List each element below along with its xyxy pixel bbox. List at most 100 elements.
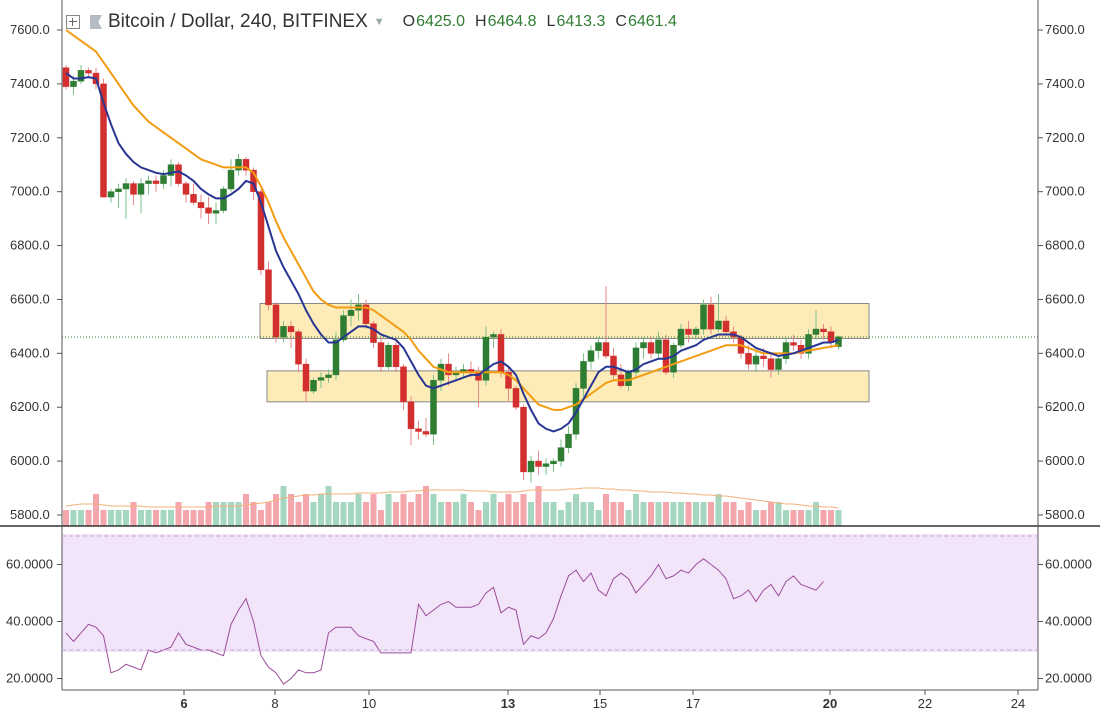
axes-layer: 7600.0 7600.0 7400.0 7400.0 7200.0 7200.0 7000… xyxy=(6,22,1092,711)
volume-bar xyxy=(768,502,774,526)
volume-bar xyxy=(370,494,377,526)
volume-bar xyxy=(235,502,242,526)
candle-body xyxy=(715,320,722,330)
candle-body xyxy=(295,331,302,365)
candle-body xyxy=(100,83,107,198)
price-tick-label-left: 6200.0 xyxy=(10,399,50,414)
price-tick-label-left: 7200.0 xyxy=(10,130,50,145)
chevron-down-icon[interactable]: ▼ xyxy=(373,16,385,28)
volume-bar xyxy=(78,510,84,526)
price-tick-label-left: 6800.0 xyxy=(10,238,50,253)
volume-bar xyxy=(130,502,137,526)
candle-body xyxy=(490,334,497,338)
volume-bar xyxy=(813,502,819,526)
volume-bar xyxy=(123,510,129,526)
candle-body xyxy=(130,183,137,195)
candle-body xyxy=(580,361,587,389)
candle-body xyxy=(392,345,400,368)
time-tick-label: 15 xyxy=(593,696,607,711)
candle-body xyxy=(527,460,535,473)
candle-body xyxy=(805,334,812,354)
candle-body xyxy=(107,191,115,198)
candle-body xyxy=(235,159,242,171)
candle-body xyxy=(287,326,295,333)
rsi-tick-label-right: 60.0000 xyxy=(1045,557,1092,572)
ohlc-low: L6413.3 xyxy=(546,13,606,30)
volume-bar xyxy=(678,502,684,526)
candle-body xyxy=(685,328,692,335)
candle-body xyxy=(482,336,490,381)
volume-bar xyxy=(663,502,669,526)
price-tick-label-left: 7600.0 xyxy=(10,22,50,37)
candle-body xyxy=(722,320,730,333)
volume-bar xyxy=(393,502,399,526)
volume-bar xyxy=(85,510,92,526)
price-tick-label-left: 6400.0 xyxy=(10,345,50,360)
flag-icon[interactable] xyxy=(90,15,102,29)
candle-body xyxy=(137,183,145,195)
price-tick-label-left: 6000.0 xyxy=(10,453,50,468)
expand-icon[interactable] xyxy=(66,15,80,29)
volume-bar xyxy=(490,494,497,526)
volume-bar xyxy=(723,502,729,526)
rsi-tick-label-left: 40.0000 xyxy=(6,614,53,629)
price-tick-label-right: 6200.0 xyxy=(1045,399,1085,414)
volume-ma-line xyxy=(65,487,839,509)
volume-bar xyxy=(468,502,474,526)
candle-body xyxy=(655,339,662,354)
volume-bar xyxy=(633,494,639,526)
volume-bar xyxy=(280,486,287,526)
volume-bar xyxy=(528,502,534,526)
price-tick-label-right: 6600.0 xyxy=(1045,291,1085,306)
volume-bar xyxy=(250,502,257,526)
volume-bar xyxy=(580,502,587,526)
time-tick-label: 10 xyxy=(362,696,376,711)
candle-body xyxy=(362,304,370,324)
candle-body xyxy=(640,342,647,349)
volume-bar xyxy=(175,502,182,526)
volume-bar xyxy=(183,510,189,526)
candle-body xyxy=(340,315,347,341)
volume-bar xyxy=(595,510,602,526)
candle-body xyxy=(77,70,85,82)
candle-body xyxy=(610,355,617,376)
price-tick-label-right: 5800.0 xyxy=(1045,507,1085,522)
candle-body xyxy=(167,164,175,176)
candle-body xyxy=(272,304,280,338)
volume-bar xyxy=(145,510,152,526)
volume-bar xyxy=(783,510,789,526)
volume-bar xyxy=(798,510,804,526)
volume-bar xyxy=(618,502,624,526)
volume-bar xyxy=(573,494,579,526)
ma-slow-line xyxy=(65,29,839,411)
candle-body xyxy=(587,350,595,362)
candle-body xyxy=(317,377,325,381)
candle-body xyxy=(557,447,565,462)
volume-bar xyxy=(108,510,114,526)
volume-bar xyxy=(475,510,482,526)
candle-body xyxy=(670,345,677,373)
volume-bar xyxy=(228,502,234,526)
volume-bar xyxy=(348,502,354,526)
volume-bar xyxy=(400,494,407,526)
candle-body xyxy=(265,269,272,306)
symbol-title[interactable]: Bitcoin / Dollar, 240, BITFINEX xyxy=(108,11,368,32)
candle-body xyxy=(565,433,572,448)
candle-body xyxy=(760,355,767,359)
volume-bar xyxy=(835,510,842,526)
volume-bar xyxy=(550,502,557,526)
volume-bar xyxy=(378,510,384,526)
time-tick-label: 20 xyxy=(823,696,837,711)
candle-body xyxy=(377,342,385,368)
candle-body xyxy=(535,460,542,467)
volume-bar xyxy=(415,494,422,526)
volume-bar xyxy=(685,502,692,526)
volume-bar xyxy=(333,502,339,526)
volume-bar xyxy=(213,502,219,526)
volume-bar xyxy=(430,494,437,526)
price-tick-label-right: 6400.0 xyxy=(1045,345,1085,360)
volume-bar xyxy=(730,502,737,526)
candle-body xyxy=(820,328,827,333)
candle-body xyxy=(175,164,182,184)
